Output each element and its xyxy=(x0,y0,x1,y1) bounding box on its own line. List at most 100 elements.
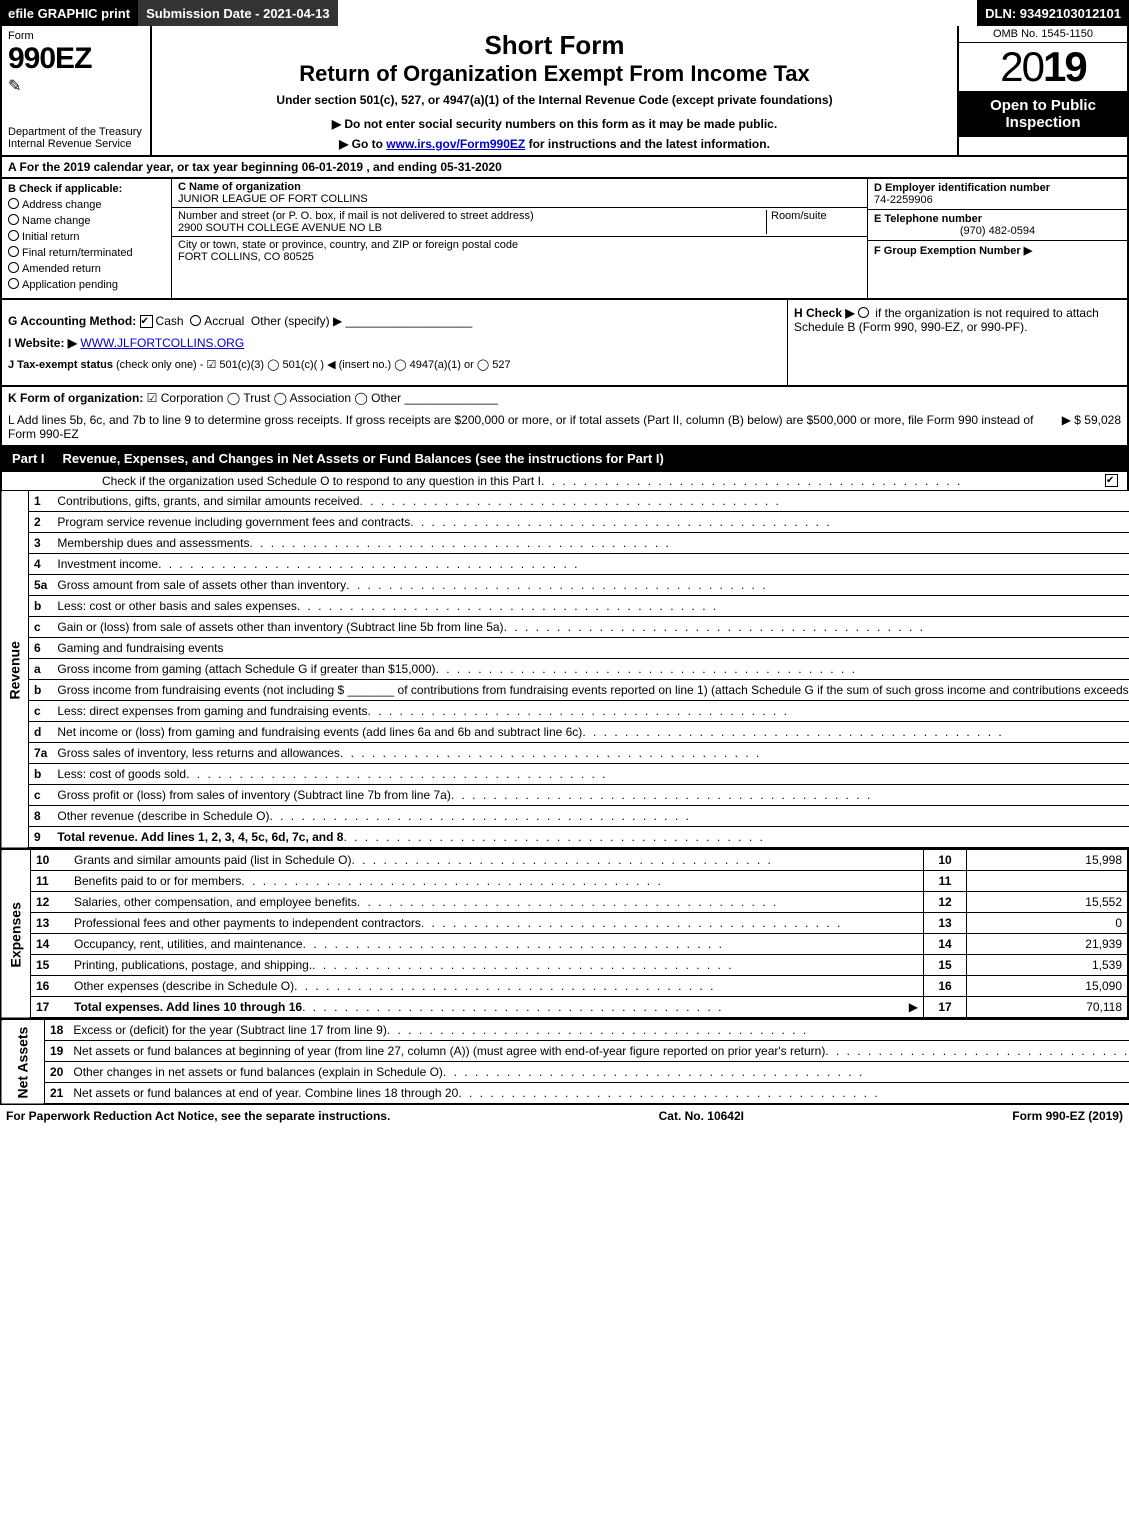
table-row: 11Benefits paid to or for members11 xyxy=(1,871,1128,892)
line-desc: Other changes in net assets or fund bala… xyxy=(68,1062,1129,1083)
line-amount: 21,939 xyxy=(967,934,1129,955)
chk-accrual[interactable] xyxy=(190,315,201,326)
c-label: C Name of organization xyxy=(178,181,301,193)
line-num: 12 xyxy=(31,892,70,913)
line-g: G Accounting Method: Cash Accrual Other … xyxy=(8,314,781,328)
line-col: 17 xyxy=(924,997,967,1019)
line-num: 15 xyxy=(31,955,70,976)
h-label: H Check ▶ xyxy=(794,306,855,320)
table-row: dNet income or (loss) from gaming and fu… xyxy=(1,722,1129,743)
chk-name-change[interactable] xyxy=(8,214,19,225)
section-c: C Name of organization JUNIOR LEAGUE OF … xyxy=(172,179,867,298)
line-num: d xyxy=(29,722,53,743)
g-other: Other (specify) ▶ xyxy=(251,314,342,328)
line-desc: Contributions, gifts, grants, and simila… xyxy=(52,491,1129,512)
line-desc: Gross income from gaming (attach Schedul… xyxy=(52,659,1129,680)
table-row: cGain or (loss) from sale of assets othe… xyxy=(1,617,1129,638)
chk-amended-return[interactable] xyxy=(8,262,19,273)
line-desc: Net assets or fund balances at beginning… xyxy=(68,1041,1129,1062)
table-row: aGross income from gaming (attach Schedu… xyxy=(1,659,1129,680)
header-left: Form 990EZ ✎ Department of the Treasury … xyxy=(2,26,152,155)
table-row: bLess: cost or other basis and sales exp… xyxy=(1,596,1129,617)
chk-final-return[interactable] xyxy=(8,246,19,257)
b-label: B Check if applicable: xyxy=(8,183,165,195)
goto-pre: ▶ Go to xyxy=(339,137,386,151)
chk-address-change[interactable] xyxy=(8,198,19,209)
phone: (970) 482-0594 xyxy=(874,225,1121,237)
org-address: 2900 SOUTH COLLEGE AVENUE NO LB xyxy=(178,222,382,234)
line-num: 17 xyxy=(31,997,70,1019)
line-num: 19 xyxy=(45,1041,69,1062)
line-amount: 1,539 xyxy=(967,955,1129,976)
table-row: Expenses10Grants and similar amounts pai… xyxy=(1,850,1128,871)
efile-print-button[interactable]: efile GRAPHIC print xyxy=(0,0,138,26)
table-row: Revenue1Contributions, gifts, grants, an… xyxy=(1,491,1129,512)
side-expenses: Expenses xyxy=(1,850,31,1019)
l-text: L Add lines 5b, 6c, and 7b to line 9 to … xyxy=(8,413,1052,441)
line-col: 10 xyxy=(924,850,967,871)
goto-link[interactable]: www.irs.gov/Form990EZ xyxy=(386,137,525,151)
j-rest: (check only one) - ☑ 501(c)(3) ◯ 501(c)(… xyxy=(116,359,511,371)
line-col: 14 xyxy=(924,934,967,955)
chk-application-pending[interactable] xyxy=(8,278,19,289)
line-desc: Other expenses (describe in Schedule O) xyxy=(69,976,924,997)
opt-amended-return: Amended return xyxy=(22,263,101,275)
line-amount: 15,090 xyxy=(967,976,1129,997)
expenses-table: Expenses10Grants and similar amounts pai… xyxy=(0,849,1129,1019)
city-label: City or town, state or province, country… xyxy=(178,239,518,251)
header-right: OMB No. 1545-1150 2019 Open to Public In… xyxy=(957,26,1127,155)
line-amount: 15,998 xyxy=(967,850,1129,871)
footer-left: For Paperwork Reduction Act Notice, see … xyxy=(6,1109,390,1123)
line-amount xyxy=(967,871,1129,892)
line-desc: Gaming and fundraising events xyxy=(52,638,1129,659)
line-num: 14 xyxy=(31,934,70,955)
line-desc: Gain or (loss) from sale of assets other… xyxy=(52,617,1129,638)
addr-label: Number and street (or P. O. box, if mail… xyxy=(178,210,534,222)
line-num: 13 xyxy=(31,913,70,934)
line-desc: Gross income from fundraising events (no… xyxy=(52,680,1129,701)
line-desc: Excess or (deficit) for the year (Subtra… xyxy=(68,1020,1129,1041)
omb-number: OMB No. 1545-1150 xyxy=(959,26,1127,43)
line-i: I Website: ▶ WWW.JLFORTCOLLINS.ORG xyxy=(8,336,781,350)
g-accrual: Accrual xyxy=(204,314,244,328)
table-row: 15Printing, publications, postage, and s… xyxy=(1,955,1128,976)
line-l: L Add lines 5b, 6c, and 7b to line 9 to … xyxy=(0,409,1129,447)
line-desc: Net income or (loss) from gaming and fun… xyxy=(52,722,1129,743)
line-col: 11 xyxy=(924,871,967,892)
line-num: 10 xyxy=(31,850,70,871)
line-a-tax-year: A For the 2019 calendar year, or tax yea… xyxy=(0,157,1129,179)
line-desc: Less: cost or other basis and sales expe… xyxy=(52,596,1129,617)
line-desc: Total expenses. Add lines 10 through 16 … xyxy=(69,997,924,1019)
tax-year: 2019 xyxy=(959,43,1127,91)
table-row: 8Other revenue (describe in Schedule O)8 xyxy=(1,806,1129,827)
table-row: bGross income from fundraising events (n… xyxy=(1,680,1129,701)
department: Department of the Treasury xyxy=(8,126,144,138)
line-desc: Professional fees and other payments to … xyxy=(69,913,924,934)
line-desc: Less: direct expenses from gaming and fu… xyxy=(52,701,1129,722)
line-desc: Gross sales of inventory, less returns a… xyxy=(52,743,1129,764)
website-link[interactable]: WWW.JLFORTCOLLINS.ORG xyxy=(80,336,244,350)
line-desc: Printing, publications, postage, and shi… xyxy=(69,955,924,976)
line-num: 2 xyxy=(29,512,53,533)
chk-initial-return[interactable] xyxy=(8,230,19,241)
chk-cash[interactable] xyxy=(140,315,153,328)
d-label: D Employer identification number xyxy=(874,182,1050,194)
goto-line: ▶ Go to www.irs.gov/Form990EZ for instru… xyxy=(162,137,947,151)
line-col: 15 xyxy=(924,955,967,976)
opt-name-change: Name change xyxy=(22,215,91,227)
subtitle-under: Under section 501(c), 527, or 4947(a)(1)… xyxy=(162,93,947,107)
line-num: b xyxy=(29,764,53,785)
opt-application-pending: Application pending xyxy=(22,279,118,291)
ein: 74-2259906 xyxy=(874,194,933,206)
line-num: c xyxy=(29,617,53,638)
footer-form: Form 990-EZ (2019) xyxy=(1012,1109,1123,1123)
chk-h[interactable] xyxy=(858,307,869,318)
submission-date: Submission Date - 2021-04-13 xyxy=(138,0,338,26)
table-row: 4Investment income4100 xyxy=(1,554,1129,575)
line-amount: 0 xyxy=(967,913,1129,934)
line-desc: Total revenue. Add lines 1, 2, 3, 4, 5c,… xyxy=(52,827,1129,849)
k-label: K Form of organization: xyxy=(8,391,143,405)
line-col: 16 xyxy=(924,976,967,997)
line-num: 18 xyxy=(45,1020,69,1041)
chk-schedule-o[interactable] xyxy=(1105,474,1118,487)
